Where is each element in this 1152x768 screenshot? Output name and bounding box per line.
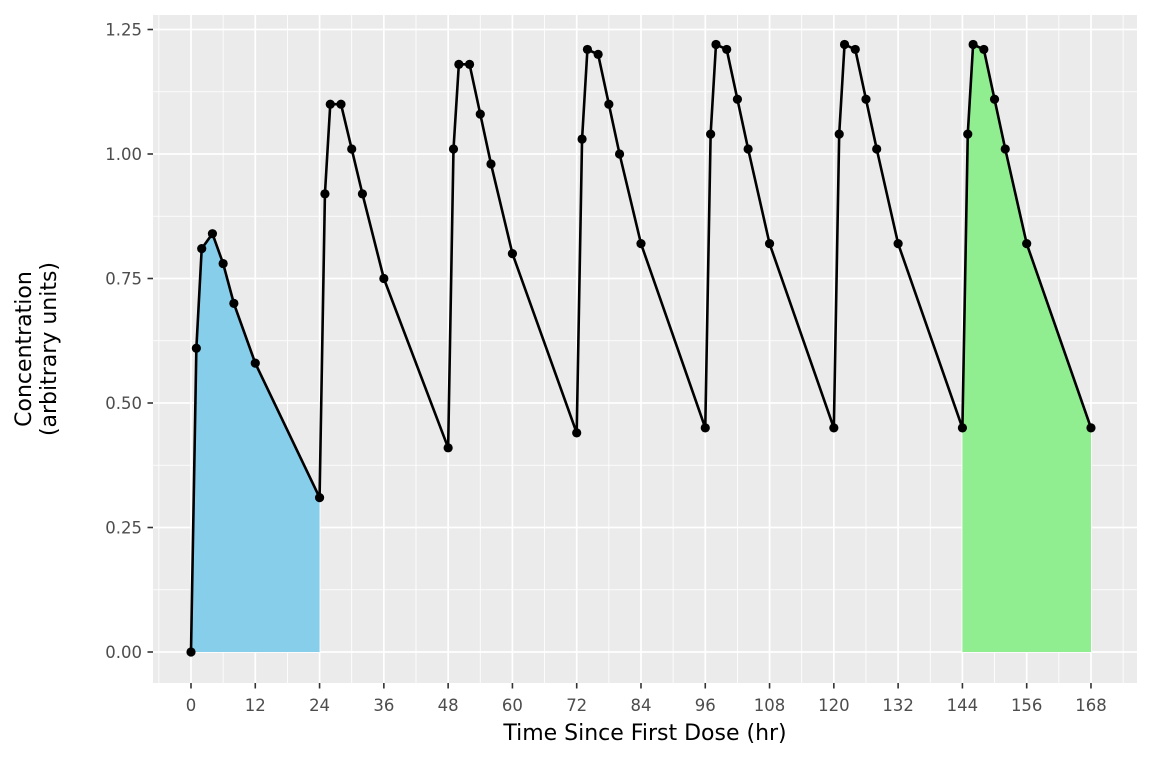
- data-point: [325, 99, 335, 109]
- data-point: [614, 149, 625, 159]
- data-point: [464, 59, 475, 69]
- data-point: [957, 423, 968, 433]
- data-point: [839, 39, 850, 50]
- data-point: [604, 99, 614, 109]
- data-point: [850, 44, 860, 55]
- data-point: [861, 94, 871, 104]
- data-point: [572, 428, 582, 438]
- x-tick-label: 60: [502, 696, 523, 715]
- data-point: [989, 94, 1000, 104]
- data-point: [454, 59, 464, 69]
- data-point: [834, 129, 844, 139]
- data-point: [347, 144, 357, 154]
- data-point: [207, 229, 218, 239]
- data-point: [448, 144, 459, 154]
- data-point: [711, 39, 721, 50]
- data-point: [229, 298, 239, 308]
- data-point: [507, 249, 518, 259]
- x-tick-label: 36: [373, 696, 394, 715]
- x-tick-label: 132: [882, 696, 914, 715]
- data-point: [636, 239, 646, 249]
- x-tick-label: 108: [754, 696, 786, 715]
- y-tick-label: 0.75: [105, 270, 142, 289]
- x-tick-label: 72: [566, 696, 587, 715]
- data-point: [743, 144, 753, 154]
- y-tick-label: 0.00: [105, 643, 142, 662]
- x-tick-label: 84: [630, 696, 651, 715]
- data-point: [475, 109, 485, 119]
- data-point: [486, 159, 496, 169]
- y-axis-title-line1: Concentration: [12, 271, 38, 427]
- data-point: [197, 244, 207, 254]
- x-tick-label: 168: [1075, 696, 1107, 715]
- data-point: [706, 129, 716, 139]
- data-point: [314, 493, 325, 503]
- y-axis-title: Concentration (arbitrary units): [12, 15, 63, 683]
- data-point: [357, 189, 368, 199]
- x-tick-label: 96: [695, 696, 716, 715]
- data-point: [829, 423, 839, 433]
- data-point: [443, 443, 453, 453]
- data-point: [732, 94, 743, 104]
- y-tick-label: 1.25: [105, 21, 142, 40]
- data-point: [379, 273, 389, 284]
- data-point: [968, 39, 978, 50]
- data-point: [577, 134, 587, 144]
- data-point: [764, 239, 775, 249]
- concentration-line: [189, 43, 1093, 654]
- first-dose-interval-area: [191, 233, 320, 652]
- y-tick-label: 0.25: [105, 519, 142, 538]
- x-axis-title: Time Since First Dose (hr): [503, 721, 787, 746]
- data-point: [872, 144, 882, 154]
- data-point: [250, 358, 260, 368]
- x-tick-label: 0: [186, 696, 197, 715]
- y-tick-label: 1.00: [105, 145, 142, 164]
- last-dose-interval-area: [962, 44, 1091, 652]
- x-tick-label: 48: [438, 696, 459, 715]
- x-tick-label: 144: [947, 696, 979, 715]
- data-point: [593, 49, 603, 60]
- data-point: [722, 44, 732, 55]
- x-tick-label: 156: [1011, 696, 1043, 715]
- x-tick-label: 24: [309, 696, 330, 715]
- data-point: [336, 99, 346, 109]
- data-point: [191, 343, 201, 353]
- data-point: [1000, 144, 1010, 154]
- data-point: [1086, 423, 1096, 433]
- data-point: [700, 423, 710, 433]
- x-tick-label: 120: [818, 696, 850, 715]
- data-point: [893, 239, 903, 249]
- x-tick-label: 12: [245, 696, 266, 715]
- data-point: [963, 129, 973, 139]
- y-tick-label: 0.50: [105, 394, 142, 413]
- data-point: [218, 258, 228, 269]
- data-point: [186, 647, 196, 657]
- data-point: [582, 44, 593, 55]
- y-axis-title-line2: (arbitrary units): [37, 261, 62, 437]
- data-point: [979, 44, 989, 55]
- data-point: [1022, 239, 1032, 249]
- data-point: [320, 189, 330, 199]
